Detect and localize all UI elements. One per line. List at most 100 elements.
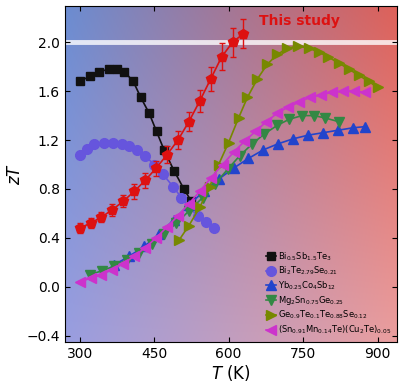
(Sn$_{0.91}$Mn$_{0.14}$Te)(Cu$_2$Te)$_{0.05}$ <box>99 272 104 277</box>
(Sn$_{0.91}$Mn$_{0.14}$Te)(Cu$_2$Te)$_{0.05}$ <box>253 129 258 134</box>
Bi$_{0.5}$Sb$_{1.5}$Te$_3$ <box>77 79 82 84</box>
Mg$_2$Sn$_{0.75}$Ge$_{0.25}$ <box>200 195 205 200</box>
Ge$_{0.9}$Te$_{0.1}$Te$_{0.88}$Se$_{0.12}$ <box>307 46 312 51</box>
Bi$_2$Te$_{2.79}$Se$_{0.21}$ <box>85 146 89 151</box>
(Sn$_{0.91}$Mn$_{0.14}$Te)(Cu$_2$Te)$_{0.05}$ <box>197 189 202 194</box>
(Sn$_{0.91}$Mn$_{0.14}$Te)(Cu$_2$Te)$_{0.05}$ <box>77 280 82 284</box>
Yb$_{0.25}$Co$_4$Sb$_{12}$ <box>231 166 236 170</box>
Yb$_{0.25}$Co$_4$Sb$_{12}$ <box>142 244 147 249</box>
Bi$_{0.5}$Sb$_{1.5}$Te$_3$ <box>172 168 177 173</box>
Ge$_{0.9}$Te$_{0.1}$Te$_{0.88}$Se$_{0.12}$ <box>265 62 270 67</box>
Line: Yb$_{0.25}$Co$_4$Sb$_{12}$: Yb$_{0.25}$Co$_4$Sb$_{12}$ <box>110 122 370 270</box>
Bi$_2$Te$_{2.79}$Se$_{0.21}$ <box>127 144 132 149</box>
Bi$_{0.5}$Sb$_{1.5}$Te$_3$ <box>131 79 136 84</box>
Bi$_{0.5}$Sb$_{1.5}$Te$_3$ <box>189 199 194 203</box>
Bi$_{0.5}$Sb$_{1.5}$Te$_3$ <box>181 187 186 191</box>
Yb$_{0.25}$Co$_4$Sb$_{12}$ <box>202 189 206 194</box>
Text: This study: This study <box>260 14 340 28</box>
Bi$_2$Te$_{2.79}$Se$_{0.21}$ <box>111 140 116 145</box>
Bi$_2$Te$_{2.79}$Se$_{0.21}$ <box>119 141 124 146</box>
Bi$_{0.5}$Sb$_{1.5}$Te$_3$ <box>147 111 152 116</box>
Bi$_2$Te$_{2.79}$Se$_{0.21}$ <box>170 184 175 189</box>
(Sn$_{0.91}$Mn$_{0.14}$Te)(Cu$_2$Te)$_{0.05}$ <box>121 261 126 266</box>
Line: Mg$_2$Sn$_{0.75}$Ge$_{0.25}$: Mg$_2$Sn$_{0.75}$Ge$_{0.25}$ <box>85 111 344 279</box>
Bi$_{0.5}$Sb$_{1.5}$Te$_3$ <box>122 69 127 74</box>
(Sn$_{0.91}$Mn$_{0.14}$Te)(Cu$_2$Te)$_{0.05}$ <box>242 139 247 144</box>
Ge$_{0.9}$Te$_{0.1}$Te$_{0.88}$Se$_{0.12}$ <box>375 85 380 90</box>
(Sn$_{0.91}$Mn$_{0.14}$Te)(Cu$_2$Te)$_{0.05}$ <box>132 254 137 259</box>
Bi$_{0.5}$Sb$_{1.5}$Te$_3$ <box>97 69 102 74</box>
(Sn$_{0.91}$Mn$_{0.14}$Te)(Cu$_2$Te)$_{0.05}$ <box>275 111 280 116</box>
Line: Ge$_{0.9}$Te$_{0.1}$Te$_{0.88}$Se$_{0.12}$: Ge$_{0.9}$Te$_{0.1}$Te$_{0.88}$Se$_{0.12… <box>174 41 382 245</box>
Yb$_{0.25}$Co$_4$Sb$_{12}$ <box>261 147 266 152</box>
Yb$_{0.25}$Co$_4$Sb$_{12}$ <box>276 141 280 146</box>
Bi$_{0.5}$Sb$_{1.5}$Te$_3$ <box>154 129 159 134</box>
Mg$_2$Sn$_{0.75}$Ge$_{0.25}$ <box>149 242 154 246</box>
Bi$_2$Te$_{2.79}$Se$_{0.21}$ <box>187 205 191 210</box>
(Sn$_{0.91}$Mn$_{0.14}$Te)(Cu$_2$Te)$_{0.05}$ <box>143 245 147 250</box>
Bi$_2$Te$_{2.79}$Se$_{0.21}$ <box>152 162 156 167</box>
Mg$_2$Sn$_{0.75}$Ge$_{0.25}$ <box>174 221 179 226</box>
Ge$_{0.9}$Te$_{0.1}$Te$_{0.88}$Se$_{0.12}$ <box>177 238 181 243</box>
Yb$_{0.25}$Co$_4$Sb$_{12}$ <box>363 124 368 129</box>
Mg$_2$Sn$_{0.75}$Ge$_{0.25}$ <box>112 264 117 268</box>
Bi$_{0.5}$Sb$_{1.5}$Te$_3$ <box>87 74 92 79</box>
Ge$_{0.9}$Te$_{0.1}$Te$_{0.88}$Se$_{0.12}$ <box>275 52 280 57</box>
Ge$_{0.9}$Te$_{0.1}$Te$_{0.88}$Se$_{0.12}$ <box>255 77 260 81</box>
(Sn$_{0.91}$Mn$_{0.14}$Te)(Cu$_2$Te)$_{0.05}$ <box>231 150 236 154</box>
(Sn$_{0.91}$Mn$_{0.14}$Te)(Cu$_2$Te)$_{0.05}$ <box>187 201 191 206</box>
Y-axis label: $zT$: $zT$ <box>6 163 23 185</box>
Ge$_{0.9}$Te$_{0.1}$Te$_{0.88}$Se$_{0.12}$ <box>245 95 250 100</box>
Yb$_{0.25}$Co$_4$Sb$_{12}$ <box>127 254 132 259</box>
Bi$_{0.5}$Sb$_{1.5}$Te$_3$ <box>107 67 112 72</box>
Yb$_{0.25}$Co$_4$Sb$_{12}$ <box>335 128 340 133</box>
Line: Bi$_{0.5}$Sb$_{1.5}$Te$_3$: Bi$_{0.5}$Sb$_{1.5}$Te$_3$ <box>75 65 195 205</box>
Bi$_2$Te$_{2.79}$Se$_{0.21}$ <box>179 195 184 200</box>
Ge$_{0.9}$Te$_{0.1}$Te$_{0.88}$Se$_{0.12}$ <box>317 50 322 54</box>
Ge$_{0.9}$Te$_{0.1}$Te$_{0.88}$Se$_{0.12}$ <box>285 46 290 51</box>
Yb$_{0.25}$Co$_4$Sb$_{12}$ <box>246 156 251 161</box>
Ge$_{0.9}$Te$_{0.1}$Te$_{0.88}$Se$_{0.12}$ <box>187 223 191 228</box>
Mg$_2$Sn$_{0.75}$Ge$_{0.25}$ <box>212 182 217 186</box>
Yb$_{0.25}$Co$_4$Sb$_{12}$ <box>320 130 325 135</box>
Mg$_2$Sn$_{0.75}$Ge$_{0.25}$ <box>312 113 316 118</box>
Line: (Sn$_{0.91}$Mn$_{0.14}$Te)(Cu$_2$Te)$_{0.05}$: (Sn$_{0.91}$Mn$_{0.14}$Te)(Cu$_2$Te)$_{0… <box>75 86 370 287</box>
Mg$_2$Sn$_{0.75}$Ge$_{0.25}$ <box>337 119 341 124</box>
(Sn$_{0.91}$Mn$_{0.14}$Te)(Cu$_2$Te)$_{0.05}$ <box>297 100 301 105</box>
Ge$_{0.9}$Te$_{0.1}$Te$_{0.88}$Se$_{0.12}$ <box>366 79 371 84</box>
Bi$_2$Te$_{2.79}$Se$_{0.21}$ <box>77 152 82 157</box>
Yb$_{0.25}$Co$_4$Sb$_{12}$ <box>305 133 310 137</box>
Bi$_2$Te$_{2.79}$Se$_{0.21}$ <box>204 220 209 224</box>
Bi$_2$Te$_{2.79}$Se$_{0.21}$ <box>211 226 216 230</box>
Ge$_{0.9}$Te$_{0.1}$Te$_{0.88}$Se$_{0.12}$ <box>197 205 202 210</box>
Ge$_{0.9}$Te$_{0.1}$Te$_{0.88}$Se$_{0.12}$ <box>337 61 341 65</box>
(Sn$_{0.91}$Mn$_{0.14}$Te)(Cu$_2$Te)$_{0.05}$ <box>318 93 323 97</box>
(Sn$_{0.91}$Mn$_{0.14}$Te)(Cu$_2$Te)$_{0.05}$ <box>208 175 213 180</box>
(Sn$_{0.91}$Mn$_{0.14}$Te)(Cu$_2$Te)$_{0.05}$ <box>351 89 356 93</box>
(Sn$_{0.91}$Mn$_{0.14}$Te)(Cu$_2$Te)$_{0.05}$ <box>307 95 312 100</box>
Line: Bi$_2$Te$_{2.79}$Se$_{0.21}$: Bi$_2$Te$_{2.79}$Se$_{0.21}$ <box>75 138 218 233</box>
(Sn$_{0.91}$Mn$_{0.14}$Te)(Cu$_2$Te)$_{0.05}$ <box>176 214 181 218</box>
Ge$_{0.9}$Te$_{0.1}$Te$_{0.88}$Se$_{0.12}$ <box>326 54 330 59</box>
Mg$_2$Sn$_{0.75}$Ge$_{0.25}$ <box>87 272 92 277</box>
(Sn$_{0.91}$Mn$_{0.14}$Te)(Cu$_2$Te)$_{0.05}$ <box>88 276 93 280</box>
Ge$_{0.9}$Te$_{0.1}$Te$_{0.88}$Se$_{0.12}$ <box>346 67 351 72</box>
Yb$_{0.25}$Co$_4$Sb$_{12}$ <box>157 232 162 237</box>
Mg$_2$Sn$_{0.75}$Ge$_{0.25}$ <box>262 131 267 136</box>
Mg$_2$Sn$_{0.75}$Ge$_{0.25}$ <box>275 123 280 128</box>
Yb$_{0.25}$Co$_4$Sb$_{12}$ <box>216 177 221 182</box>
Bi$_2$Te$_{2.79}$Se$_{0.21}$ <box>195 214 200 218</box>
Mg$_2$Sn$_{0.75}$Ge$_{0.25}$ <box>300 113 305 118</box>
Yb$_{0.25}$Co$_4$Sb$_{12}$ <box>187 203 191 207</box>
Ge$_{0.9}$Te$_{0.1}$Te$_{0.88}$Se$_{0.12}$ <box>226 140 231 145</box>
Mg$_2$Sn$_{0.75}$Ge$_{0.25}$ <box>250 141 255 146</box>
Yb$_{0.25}$Co$_4$Sb$_{12}$ <box>112 263 117 267</box>
Yb$_{0.25}$Co$_4$Sb$_{12}$ <box>350 126 355 130</box>
(Sn$_{0.91}$Mn$_{0.14}$Te)(Cu$_2$Te)$_{0.05}$ <box>220 162 225 167</box>
Bi$_2$Te$_{2.79}$Se$_{0.21}$ <box>102 140 107 145</box>
Ge$_{0.9}$Te$_{0.1}$Te$_{0.88}$Se$_{0.12}$ <box>207 184 212 189</box>
Mg$_2$Sn$_{0.75}$Ge$_{0.25}$ <box>237 154 242 158</box>
(Sn$_{0.91}$Mn$_{0.14}$Te)(Cu$_2$Te)$_{0.05}$ <box>264 119 269 124</box>
(Sn$_{0.91}$Mn$_{0.14}$Te)(Cu$_2$Te)$_{0.05}$ <box>286 105 291 109</box>
Legend: Bi$_{0.5}$Sb$_{1.5}$Te$_3$, Bi$_2$Te$_{2.79}$Se$_{0.21}$, Yb$_{0.25}$Co$_4$Sb$_{: Bi$_{0.5}$Sb$_{1.5}$Te$_3$, Bi$_2$Te$_{2… <box>264 249 393 338</box>
